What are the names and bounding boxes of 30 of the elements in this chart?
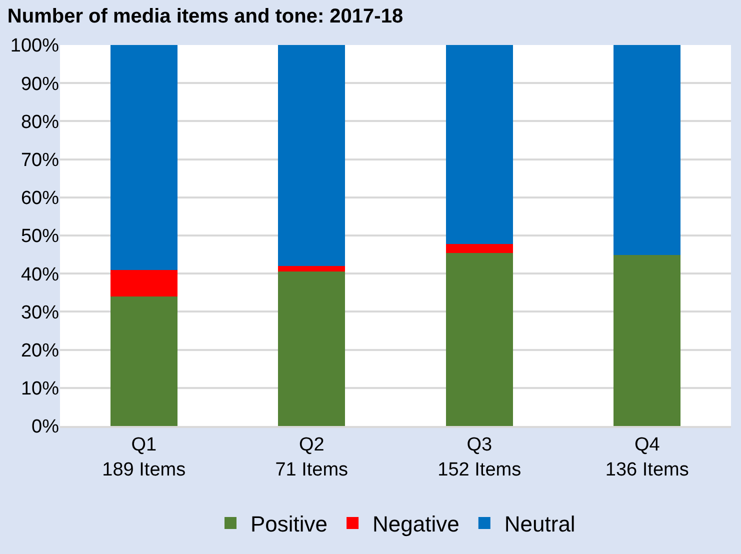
y-tick-label: 60% — [20, 188, 60, 210]
bar — [110, 270, 178, 296]
y-tick-label: 20% — [20, 340, 60, 362]
legend-label: Positive — [250, 512, 328, 537]
x-tick-label: Q2 71 Items — [275, 434, 348, 480]
x-tick-label: Q4 136 Items — [605, 434, 689, 480]
x-tick-label: Q3 152 Items — [438, 434, 522, 480]
bar — [278, 271, 346, 426]
y-tick-label: 30% — [20, 302, 60, 324]
y-tick-label: 50% — [20, 226, 60, 248]
bar — [446, 244, 513, 254]
y-tick-label: 90% — [20, 74, 60, 95]
bar — [614, 45, 681, 255]
bar — [278, 45, 346, 266]
bar — [446, 45, 513, 244]
bar — [614, 254, 681, 426]
x-tick-label: Q1 189 Items — [102, 434, 186, 480]
y-tick-label: 10% — [20, 378, 60, 400]
y-tick-label: 0% — [32, 416, 60, 438]
bar — [278, 266, 346, 272]
chart-title: Number of media items and tone: 2017-18 — [7, 5, 404, 28]
legend-label: Neutral — [504, 512, 576, 537]
bar — [446, 253, 513, 426]
bar — [110, 296, 178, 426]
y-tick-label: 70% — [20, 150, 60, 171]
y-tick-label: 80% — [20, 112, 60, 133]
y-tick-label: 40% — [20, 264, 60, 286]
legend-label: Negative — [372, 512, 460, 537]
y-tick-label: 100% — [10, 36, 60, 57]
bar — [110, 45, 178, 270]
